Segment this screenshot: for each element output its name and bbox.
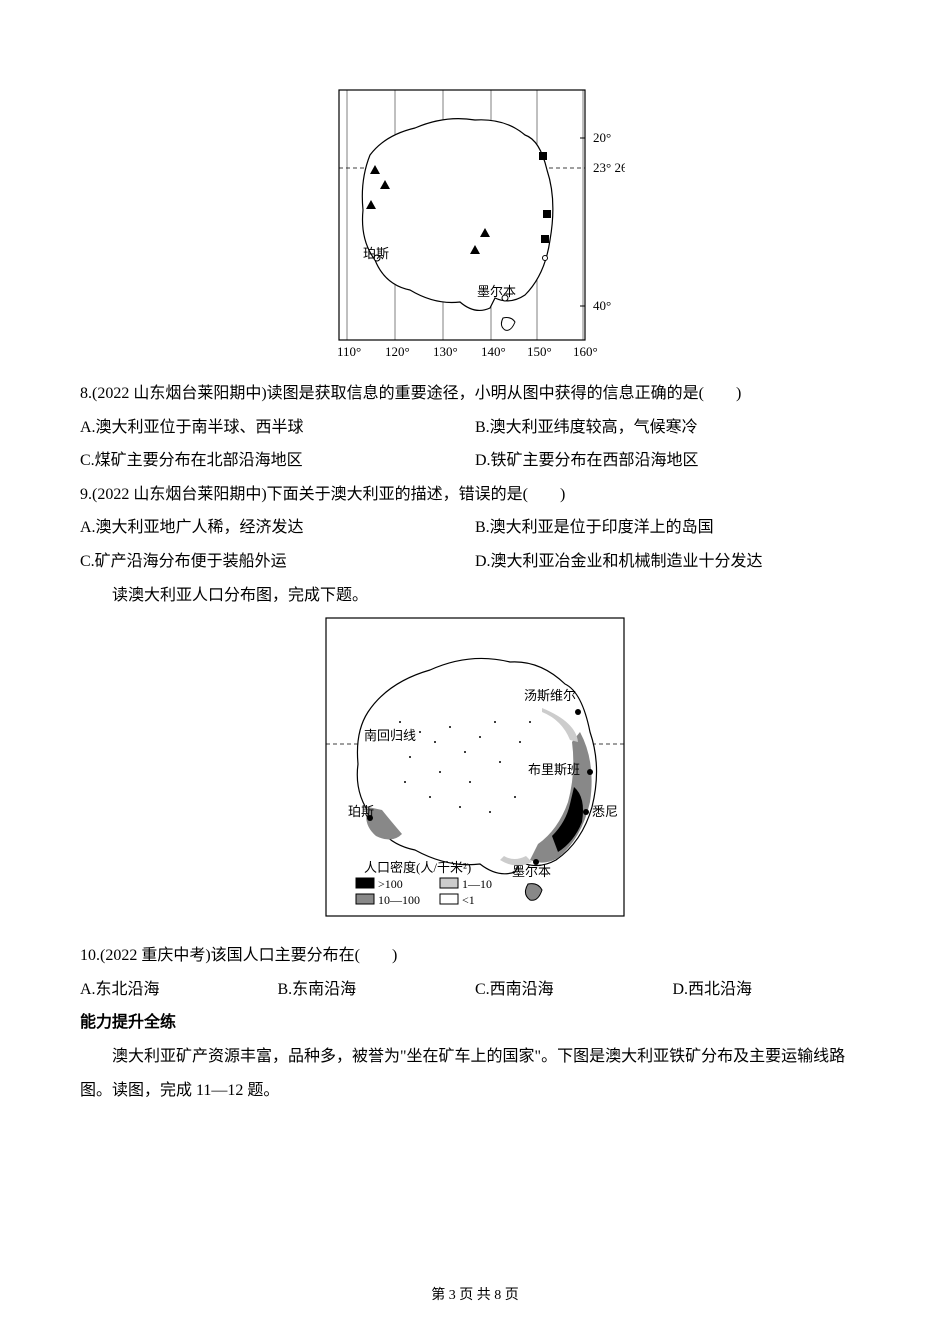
q9-optC: C.矿产沿海分布便于装船外运	[80, 545, 475, 579]
map2-legend-title: 人口密度(人/千米²)	[364, 860, 471, 875]
map2-townsville: 汤斯维尔	[524, 688, 576, 703]
q10-optD: D.西北沿海	[673, 973, 871, 1007]
q8-optA: A.澳大利亚位于南半球、西半球	[80, 411, 475, 445]
q8-optD: D.铁矿主要分布在西部沿海地区	[475, 444, 870, 478]
page-footer: 第 3 页 共 8 页	[0, 1284, 950, 1304]
map1-box: 珀斯 墨尔本 20° 23° 26′ 40° 110° 120° 130° 14…	[325, 80, 625, 365]
map2-perth: 珀斯	[348, 804, 374, 819]
q9-optD: D.澳大利亚冶金业和机械制造业十分发达	[475, 545, 870, 579]
q10-optB: B.东南沿海	[278, 973, 476, 1007]
q8-optC: C.煤矿主要分布在北部沿海地区	[80, 444, 475, 478]
q10-stem: 10.(2022 重庆中考)该国人口主要分布在( )	[80, 939, 870, 973]
map1-lon-110: 110°	[337, 344, 361, 359]
map1-city-melbourne: 墨尔本	[477, 284, 516, 299]
map2-container: 南回归线 汤斯维尔 布里斯班 悉尼 珀斯 墨尔本 人口密度(人/千米²) >10…	[80, 612, 870, 927]
q8-optB: B.澳大利亚纬度较高，气候寒冷	[475, 411, 870, 445]
q10-optA: A.东北沿海	[80, 973, 278, 1007]
map2-legend-lt1: <1	[462, 893, 475, 907]
map2-tropic-label: 南回归线	[364, 728, 416, 743]
map2-sydney: 悉尼	[592, 804, 618, 819]
q8-stem: 8.(2022 山东烟台莱阳期中)读图是获取信息的重要途径，小明从图中获得的信息…	[80, 377, 870, 411]
footer-mid: 页 共	[456, 1288, 495, 1303]
q10-row: A.东北沿海 B.东南沿海 C.西南沿海 D.西北沿海	[80, 973, 870, 1007]
q9-optA: A.澳大利亚地广人稀，经济发达	[80, 511, 475, 545]
map1-lon-140: 140°	[481, 344, 506, 359]
q9-row2: C.矿产沿海分布便于装船外运 D.澳大利亚冶金业和机械制造业十分发达	[80, 545, 870, 579]
map2-legend-100: >100	[378, 877, 403, 891]
map1-lon-160: 160°	[573, 344, 598, 359]
map1-lon-130: 130°	[433, 344, 458, 359]
map2-box: 南回归线 汤斯维尔 布里斯班 悉尼 珀斯 墨尔本 人口密度(人/千米²) >10…	[320, 612, 630, 927]
map1-lon-150: 150°	[527, 344, 552, 359]
q9-optB: B.澳大利亚是位于印度洋上的岛国	[475, 511, 870, 545]
section-heading: 能力提升全练	[80, 1006, 870, 1040]
q8-row2: C.煤矿主要分布在北部沿海地区 D.铁矿主要分布在西部沿海地区	[80, 444, 870, 478]
reading2: 读澳大利亚人口分布图，完成下题。	[80, 579, 870, 613]
map2-melbourne: 墨尔本	[512, 864, 551, 879]
q8-row1: A.澳大利亚位于南半球、西半球 B.澳大利亚纬度较高，气候寒冷	[80, 411, 870, 445]
map1-lat-20: 20°	[593, 130, 611, 145]
map1-lat-tropic: 23° 26′	[593, 160, 625, 175]
q9-row1: A.澳大利亚地广人稀，经济发达 B.澳大利亚是位于印度洋上的岛国	[80, 511, 870, 545]
map2-legend-1-10: 1—10	[462, 877, 492, 891]
reading3: 澳大利亚矿产资源丰富，品种多，被誉为"坐在矿车上的国家"。下图是澳大利亚铁矿分布…	[80, 1040, 870, 1107]
map2-legend-10-100: 10—100	[378, 893, 420, 907]
map1-city-perth: 珀斯	[363, 246, 389, 261]
q9-stem: 9.(2022 山东烟台莱阳期中)下面关于澳大利亚的描述，错误的是( )	[80, 478, 870, 512]
map1-lat-40: 40°	[593, 298, 611, 313]
map1-svg: 珀斯 墨尔本 20° 23° 26′ 40° 110° 120° 130° 14…	[325, 80, 625, 360]
map1-lon-120: 120°	[385, 344, 410, 359]
map1-container: 珀斯 墨尔本 20° 23° 26′ 40° 110° 120° 130° 14…	[80, 80, 870, 365]
footer-suffix: 页	[501, 1288, 519, 1303]
q10-optC: C.西南沿海	[475, 973, 673, 1007]
map2-brisbane: 布里斯班	[528, 762, 580, 777]
map2-svg: 南回归线 汤斯维尔 布里斯班 悉尼 珀斯 墨尔本 人口密度(人/千米²) >10…	[320, 612, 630, 922]
footer-prefix: 第	[431, 1288, 449, 1303]
footer-page: 3	[449, 1288, 456, 1303]
